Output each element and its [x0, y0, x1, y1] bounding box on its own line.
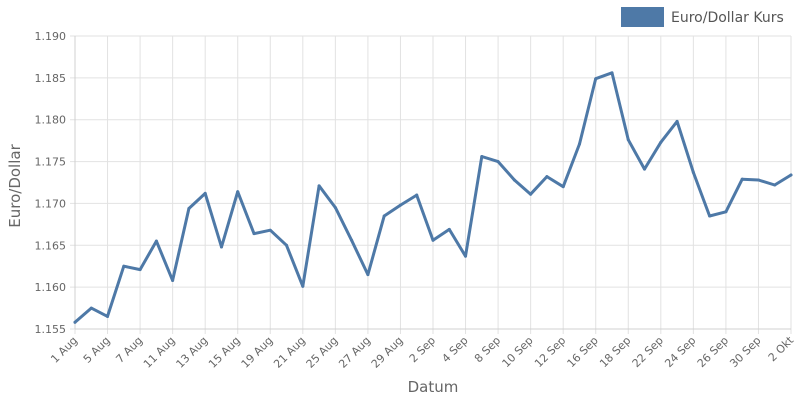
data-point[interactable]	[691, 170, 695, 174]
data-point[interactable]	[464, 254, 468, 258]
data-point[interactable]	[480, 155, 484, 159]
data-point[interactable]	[333, 206, 337, 210]
data-point[interactable]	[708, 214, 712, 218]
data-point[interactable]	[740, 177, 744, 181]
x-tick-label: 24 Sep	[662, 334, 698, 370]
x-tick-label: 19 Aug	[239, 334, 276, 371]
legend[interactable]: Euro/Dollar Kurs	[621, 7, 784, 27]
data-point[interactable]	[773, 183, 777, 187]
y-axis-title: Euro/Dollar	[6, 143, 24, 227]
x-tick-label: 11 Aug	[141, 334, 178, 371]
data-point[interactable]	[447, 227, 451, 231]
data-point[interactable]	[756, 178, 760, 182]
data-point[interactable]	[561, 185, 565, 189]
x-tick-label: 8 Sep	[472, 334, 503, 365]
data-point[interactable]	[122, 264, 126, 268]
x-tick-label: 18 Sep	[597, 334, 633, 370]
data-point[interactable]	[512, 178, 516, 182]
y-tick-label: 1.160	[35, 281, 67, 294]
data-point[interactable]	[317, 184, 321, 188]
x-tick-label: 15 Aug	[206, 334, 243, 371]
y-tick-label: 1.170	[35, 197, 67, 210]
data-point[interactable]	[675, 119, 679, 123]
y-tick-label: 1.180	[35, 114, 67, 127]
x-tick-label: 4 Sep	[439, 334, 470, 365]
x-tick-label: 10 Sep	[500, 334, 536, 370]
x-tick-label: 1 Aug	[48, 334, 80, 366]
x-tick-label: 21 Aug	[271, 334, 308, 371]
data-point[interactable]	[789, 173, 793, 177]
data-point[interactable]	[626, 138, 630, 142]
legend-swatch	[621, 7, 664, 27]
grid	[70, 35, 792, 334]
data-point[interactable]	[154, 239, 158, 243]
data-point[interactable]	[268, 228, 272, 232]
series-layer	[73, 71, 793, 324]
x-tick-label: 2 Okt	[766, 333, 797, 364]
data-point[interactable]	[73, 320, 77, 324]
data-point[interactable]	[89, 306, 93, 310]
data-point[interactable]	[415, 193, 419, 197]
data-point[interactable]	[350, 238, 354, 242]
data-point[interactable]	[724, 210, 728, 214]
data-point[interactable]	[594, 77, 598, 81]
data-point[interactable]	[187, 206, 191, 210]
x-tick-label: 29 Aug	[369, 334, 406, 371]
x-tick-label: 2 Sep	[407, 334, 438, 365]
data-point[interactable]	[138, 268, 142, 272]
y-tick-label: 1.190	[35, 30, 67, 43]
y-axis-ticks: 1.155 1.160 1.165 1.170 1.175 1.180 1.185 1.190	[35, 30, 67, 336]
legend-label: Euro/Dollar Kurs	[671, 10, 784, 26]
data-point[interactable]	[545, 175, 549, 179]
data-point[interactable]	[431, 238, 435, 242]
data-point[interactable]	[398, 203, 402, 207]
x-tick-label: 26 Sep	[695, 334, 731, 370]
data-point[interactable]	[171, 278, 175, 282]
data-point[interactable]	[219, 245, 223, 249]
data-point[interactable]	[203, 191, 207, 195]
x-tick-label: 27 Aug	[336, 334, 373, 371]
data-point[interactable]	[643, 167, 647, 171]
data-point[interactable]	[496, 160, 500, 164]
data-point[interactable]	[610, 71, 614, 75]
x-tick-label: 13 Aug	[174, 334, 211, 371]
x-tick-label: 16 Sep	[565, 334, 601, 370]
y-tick-label: 1.185	[35, 72, 67, 85]
data-point[interactable]	[382, 214, 386, 218]
x-tick-label: 25 Aug	[304, 334, 341, 371]
data-point[interactable]	[285, 243, 289, 247]
data-point[interactable]	[301, 284, 305, 288]
data-point[interactable]	[236, 190, 240, 194]
data-point[interactable]	[366, 273, 370, 277]
x-axis-title: Datum	[408, 378, 459, 396]
y-tick-label: 1.165	[35, 239, 67, 252]
data-point[interactable]	[577, 142, 581, 146]
x-tick-label: 22 Sep	[630, 334, 666, 370]
data-point[interactable]	[252, 232, 256, 236]
data-point[interactable]	[659, 140, 663, 144]
x-tick-label: 30 Sep	[727, 334, 763, 370]
x-tick-label: 5 Aug	[81, 334, 113, 366]
data-point[interactable]	[529, 192, 533, 196]
data-point[interactable]	[106, 314, 110, 318]
y-tick-label: 1.175	[35, 156, 67, 169]
x-tick-label: 12 Sep	[532, 334, 568, 370]
y-tick-label: 1.155	[35, 323, 67, 336]
